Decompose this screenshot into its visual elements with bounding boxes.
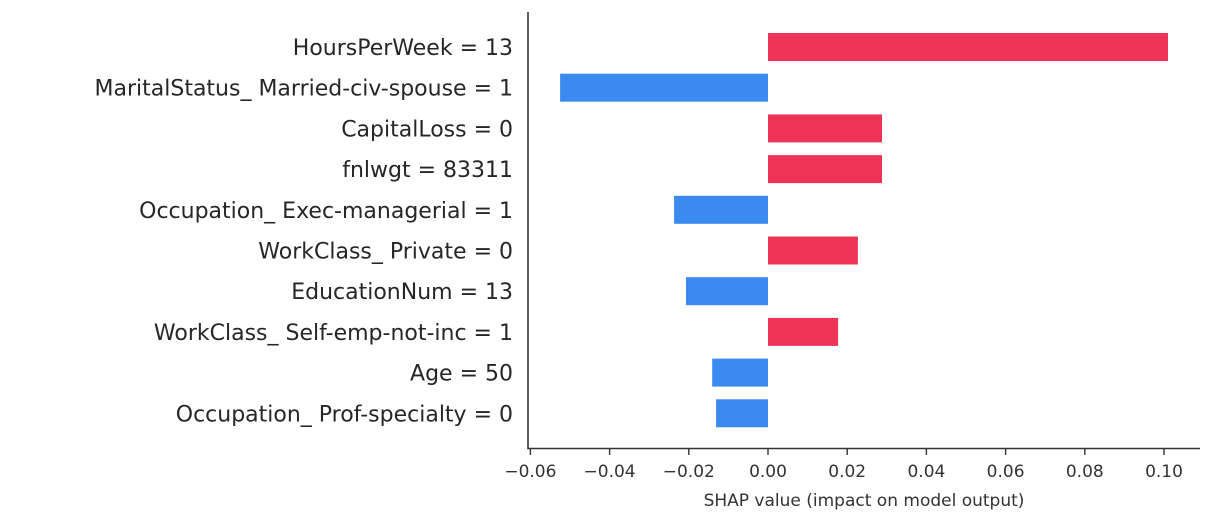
y-tick-label: WorkClass_ Self-emp-not-inc = 1: [154, 321, 513, 346]
bar-2: [768, 114, 882, 143]
y-tick-label: CapitalLoss = 0: [341, 117, 513, 142]
bar-6: [686, 277, 768, 306]
x-ticks-group: −0.06 −0.04 −0.02 0.00 0.02 0.04 0.06 0.08 0.10: [504, 448, 1183, 482]
x-tick-label: 0.10: [1145, 462, 1183, 482]
x-tick-label: 0.04: [907, 462, 945, 482]
bar-0: [768, 33, 1168, 61]
y-tick-label: Occupation_ Prof-specialty = 0: [176, 402, 513, 427]
x-tick-label: −0.06: [504, 462, 556, 482]
bar-8: [712, 358, 768, 387]
bar-3: [768, 155, 882, 184]
y-tick-label: Occupation_ Exec-managerial = 1: [139, 199, 513, 224]
bars-group: [560, 33, 1168, 428]
x-tick-label: 0.08: [1066, 462, 1104, 482]
y-tick-label: EducationNum = 13: [291, 280, 513, 305]
bar-9: [716, 399, 768, 428]
x-tick-label: −0.04: [584, 462, 636, 482]
x-tick-label: −0.02: [663, 462, 715, 482]
x-tick-label: 0.02: [828, 462, 866, 482]
bar-7: [768, 317, 839, 346]
x-axis-title: SHAP value (impact on model output): [704, 491, 1025, 511]
x-tick-label: 0.06: [987, 462, 1025, 482]
y-labels-group: HoursPerWeek = 13 MaritalStatus_ Married-…: [95, 36, 513, 427]
y-tick-label: fnlwgt = 83311: [342, 158, 513, 183]
y-tick-label: WorkClass_ Private = 0: [258, 240, 513, 265]
bar-1: [560, 73, 768, 102]
y-tick-label: Age = 50: [410, 362, 513, 387]
bar-5: [768, 236, 858, 265]
bar-4: [674, 195, 768, 224]
y-tick-label: MaritalStatus_ Married-civ-spouse = 1: [95, 77, 513, 102]
x-tick-label: 0.00: [749, 462, 787, 482]
y-tick-label: HoursPerWeek = 13: [293, 36, 513, 61]
